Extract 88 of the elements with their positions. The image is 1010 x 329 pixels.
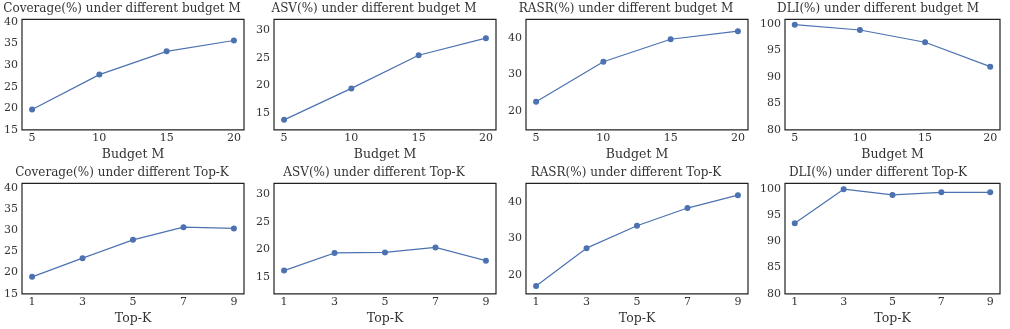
- y-tick-label: 30: [508, 67, 522, 81]
- y-tick-label: 40: [508, 194, 522, 208]
- y-tick-label: 85: [767, 96, 781, 110]
- y-tick-label: 90: [767, 69, 781, 83]
- x-tick-label: 1: [28, 295, 36, 309]
- chart-title: Coverage(%) under different Top-K: [15, 165, 230, 180]
- y-tick-label: 95: [767, 207, 781, 221]
- y-tick-label: 35: [4, 201, 18, 215]
- x-tick-label: 1: [791, 295, 799, 309]
- chart-title: RASR(%) under different budget M: [518, 1, 734, 16]
- chart-title: DLI(%) under different Top-K: [788, 165, 969, 180]
- x-tick-label: 20: [478, 131, 493, 145]
- x-tick-label: 15: [159, 131, 174, 145]
- x-tick-label: 15: [918, 131, 933, 145]
- y-tick-label: 30: [4, 57, 18, 71]
- x-tick-label: 1: [280, 295, 288, 309]
- x-tick-label: 20: [226, 131, 241, 145]
- x-tick-label: 3: [583, 295, 591, 309]
- x-tick-label: 1: [532, 295, 540, 309]
- y-tick-label: 15: [4, 286, 18, 300]
- y-tick-label: 15: [256, 270, 270, 284]
- x-tick-label: 5: [791, 131, 799, 145]
- y-tick-label: 20: [508, 104, 522, 118]
- chart-title: ASV(%) under different Top-K: [282, 165, 466, 180]
- x-tick-label: 15: [663, 131, 678, 145]
- y-tick-label: 20: [256, 242, 270, 256]
- y-tick-label: 25: [4, 79, 18, 93]
- chart-title: RASR(%) under different Top-K: [530, 165, 723, 180]
- y-tick-label: 30: [256, 187, 270, 201]
- x-tick-label: 15: [411, 131, 426, 145]
- y-tick-label: 20: [508, 268, 522, 282]
- x-tick-label: 5: [889, 295, 896, 309]
- x-tick-label: 10: [344, 131, 359, 145]
- y-tick-label: 100: [760, 181, 781, 195]
- x-tick-label: 3: [331, 295, 339, 309]
- y-tick-label: 80: [767, 286, 781, 300]
- chart-title: DLI(%) under different budget M: [777, 1, 979, 16]
- x-tick-label: 3: [840, 295, 848, 309]
- x-axis-title: Budget M: [861, 145, 924, 161]
- x-tick-label: 10: [852, 131, 867, 145]
- x-tick-label: 7: [179, 295, 187, 309]
- y-tick-label: 20: [4, 101, 18, 115]
- x-tick-label: 20: [983, 131, 998, 145]
- x-tick-label: 9: [734, 295, 742, 309]
- x-axis-title: Budget M: [605, 145, 669, 161]
- y-tick-label: 40: [4, 14, 18, 28]
- y-tick-label: 15: [4, 122, 18, 136]
- x-tick-label: 5: [532, 131, 540, 145]
- y-tick-label: 30: [256, 23, 270, 37]
- x-tick-label: 7: [937, 295, 945, 309]
- x-axis-title: Top-K: [874, 309, 912, 325]
- x-axis-title: Top-K: [618, 309, 656, 325]
- x-axis-title: Top-K: [366, 309, 404, 325]
- y-tick-label: 25: [256, 50, 270, 64]
- y-tick-label: 85: [767, 260, 781, 274]
- chart-title: ASV(%) under different budget M: [270, 1, 477, 16]
- x-tick-label: 10: [92, 131, 107, 145]
- x-tick-label: 9: [230, 295, 238, 309]
- y-tick-label: 25: [4, 244, 18, 258]
- x-tick-label: 20: [730, 131, 745, 145]
- y-tick-label: 20: [256, 78, 270, 92]
- y-tick-label: 25: [256, 214, 270, 228]
- x-tick-label: 5: [129, 295, 137, 309]
- y-tick-label: 30: [4, 222, 18, 236]
- x-tick-label: 5: [633, 295, 641, 309]
- y-tick-label: 100: [760, 16, 781, 30]
- x-axis-title: Budget M: [353, 145, 417, 161]
- x-tick-label: 9: [482, 295, 490, 309]
- x-tick-label: 7: [431, 295, 439, 309]
- y-tick-label: 40: [508, 30, 522, 44]
- y-tick-label: 90: [767, 234, 781, 248]
- x-tick-label: 3: [79, 295, 87, 309]
- x-tick-label: 5: [280, 131, 288, 145]
- x-tick-label: 5: [28, 131, 36, 145]
- y-tick-label: 30: [508, 231, 522, 245]
- y-tick-label: 15: [256, 106, 270, 120]
- x-axis-title: Top-K: [114, 309, 152, 325]
- y-tick-label: 80: [767, 122, 781, 136]
- y-tick-label: 40: [4, 180, 18, 194]
- chart-title: Coverage(%) under different budget M: [3, 1, 241, 16]
- x-axis-title: Budget M: [101, 145, 165, 161]
- x-tick-label: 7: [683, 295, 691, 309]
- x-tick-label: 5: [381, 295, 389, 309]
- x-tick-label: 10: [596, 131, 611, 145]
- y-tick-label: 20: [4, 265, 18, 279]
- y-tick-label: 95: [767, 43, 781, 57]
- y-tick-label: 35: [4, 36, 18, 50]
- x-tick-label: 9: [986, 295, 994, 309]
